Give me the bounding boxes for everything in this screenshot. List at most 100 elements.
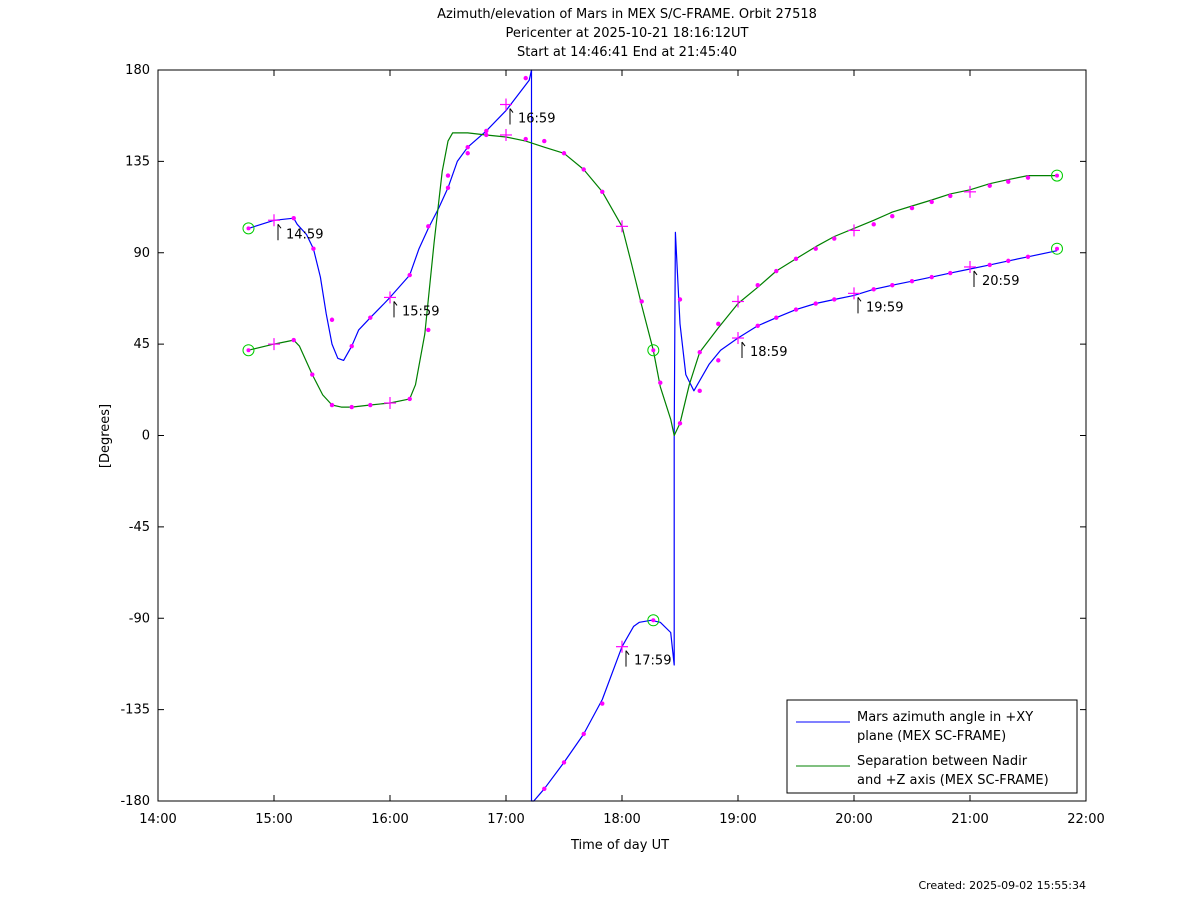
data-point-hour-marker bbox=[732, 332, 744, 345]
chart-title-line-3: Start at 14:46:41 End at 21:45:40 bbox=[517, 45, 737, 60]
data-point-dot bbox=[291, 216, 296, 221]
data-point-dot bbox=[561, 151, 567, 156]
annotation-arrow bbox=[973, 270, 978, 276]
data-point-endpoint-dot bbox=[246, 226, 251, 231]
x-tick-label: 19:00 bbox=[719, 812, 756, 827]
x-tick-label: 18:00 bbox=[603, 812, 640, 827]
data-point-hour-marker bbox=[268, 338, 280, 351]
annotation-arrow bbox=[741, 341, 746, 347]
time-annotation: 15:59 bbox=[393, 301, 439, 319]
data-point-dot bbox=[465, 144, 470, 150]
annotation-arrow bbox=[393, 301, 398, 306]
axes-frame bbox=[157, 69, 1087, 802]
time-annotation: 17:59 bbox=[625, 650, 671, 669]
data-point-endpoint-dot bbox=[246, 348, 251, 353]
data-point-hour-marker bbox=[384, 397, 396, 410]
data-point-dot bbox=[600, 189, 605, 195]
data-point-hour-marker bbox=[500, 128, 512, 141]
legend-box bbox=[786, 699, 1078, 794]
data-point-hour-marker bbox=[964, 185, 976, 198]
y-tick-label: 180 bbox=[125, 63, 150, 78]
x-tick-label: 21:00 bbox=[951, 812, 988, 827]
annotation-label: 17:59 bbox=[634, 654, 671, 669]
data-point-dot bbox=[1025, 175, 1031, 180]
y-tick-label: -180 bbox=[120, 794, 150, 809]
annotation-arrow bbox=[509, 108, 514, 113]
data-point-hour-marker bbox=[848, 224, 860, 237]
x-tick-label: 15:00 bbox=[255, 812, 292, 827]
data-point-dot bbox=[407, 396, 412, 402]
data-point-dot bbox=[329, 317, 335, 322]
data-point-dot bbox=[1006, 258, 1011, 264]
x-tick-label: 16:00 bbox=[371, 812, 408, 827]
data-point-dot bbox=[677, 421, 683, 426]
data-point-dot bbox=[445, 173, 451, 178]
y-tick-label: -90 bbox=[129, 611, 150, 626]
data-point-dot bbox=[1025, 254, 1031, 260]
data-point-hour-marker bbox=[500, 98, 512, 111]
data-point-dot bbox=[716, 321, 721, 327]
data-point-dot bbox=[774, 268, 779, 274]
x-tick-label: 17:00 bbox=[487, 812, 524, 827]
data-point-dot bbox=[581, 167, 586, 172]
data-point-dot bbox=[774, 315, 779, 320]
annotation-label: 14:59 bbox=[286, 227, 323, 242]
data-point-endpoint-circle bbox=[647, 614, 660, 627]
legend-label-azimuth-line-2: plane (MEX SC-FRAME) bbox=[857, 729, 1006, 744]
data-point-dot bbox=[813, 246, 818, 251]
data-point-dot bbox=[871, 222, 876, 227]
data-point-dot bbox=[349, 404, 354, 410]
data-point-hour-marker bbox=[384, 291, 396, 304]
annotation-label: 18:59 bbox=[750, 345, 787, 360]
y-tick-label: -135 bbox=[120, 703, 150, 718]
data-point-dot bbox=[948, 270, 953, 276]
data-point-endpoint-dot bbox=[651, 618, 656, 623]
data-point-dot bbox=[484, 128, 489, 134]
data-point-dot bbox=[890, 283, 895, 288]
data-point-hour-marker bbox=[268, 214, 280, 227]
data-point-dot bbox=[677, 297, 683, 302]
time-annotation: 14:59 bbox=[277, 223, 323, 242]
data-point-endpoint-circle bbox=[242, 344, 255, 357]
data-point-endpoint-dot bbox=[1055, 246, 1059, 251]
data-point-dot bbox=[523, 75, 528, 81]
data-point-dot bbox=[465, 151, 470, 156]
annotation-arrow bbox=[857, 297, 862, 302]
data-point-dot bbox=[426, 224, 431, 229]
annotation-arrow bbox=[625, 650, 630, 655]
data-point-endpoint-circle bbox=[242, 222, 255, 235]
y-tick-label: -45 bbox=[129, 520, 150, 535]
data-point-dot bbox=[639, 299, 644, 304]
axis-ticks: 14:00 15:00 16:00 17:00 18:00 19:00 20:00 21:00… bbox=[120, 63, 1104, 827]
data-point-dot bbox=[523, 136, 528, 142]
data-point-endpoint-circle bbox=[1051, 242, 1063, 255]
data-point-hour-marker bbox=[848, 287, 860, 300]
x-tick-label: 22:00 bbox=[1067, 812, 1104, 827]
y-axis-label: [Degrees] bbox=[98, 404, 113, 468]
data-point-hour-marker bbox=[616, 640, 628, 653]
data-point-hour-marker bbox=[732, 295, 744, 308]
time-annotation: 20:59 bbox=[973, 270, 1019, 289]
data-point-dot bbox=[368, 402, 373, 408]
annotation-label: 20:59 bbox=[982, 274, 1019, 289]
annotation-label: 19:59 bbox=[866, 300, 903, 315]
data-point-dot bbox=[716, 358, 721, 363]
data-point-hour-marker bbox=[964, 260, 976, 273]
data-point-dot bbox=[793, 307, 799, 312]
y-tick-label: 45 bbox=[133, 337, 150, 352]
annotation-label: 16:59 bbox=[518, 112, 555, 127]
data-point-dot bbox=[832, 236, 837, 241]
data-point-dot bbox=[929, 199, 934, 205]
data-point-dot bbox=[793, 256, 799, 262]
y-tick-label: 0 bbox=[142, 429, 150, 444]
data-point-endpoint-dot bbox=[651, 348, 656, 353]
data-point-dot bbox=[909, 278, 915, 284]
created-timestamp: Created: 2025-09-02 15:55:34 bbox=[918, 879, 1086, 892]
data-point-endpoint-circle bbox=[1051, 169, 1063, 182]
data-point-dot bbox=[561, 760, 567, 765]
data-point-dot bbox=[755, 283, 760, 288]
data-point-dot bbox=[329, 402, 335, 408]
data-point-endpoint-dot bbox=[1055, 173, 1059, 178]
data-point-dot bbox=[697, 350, 702, 355]
